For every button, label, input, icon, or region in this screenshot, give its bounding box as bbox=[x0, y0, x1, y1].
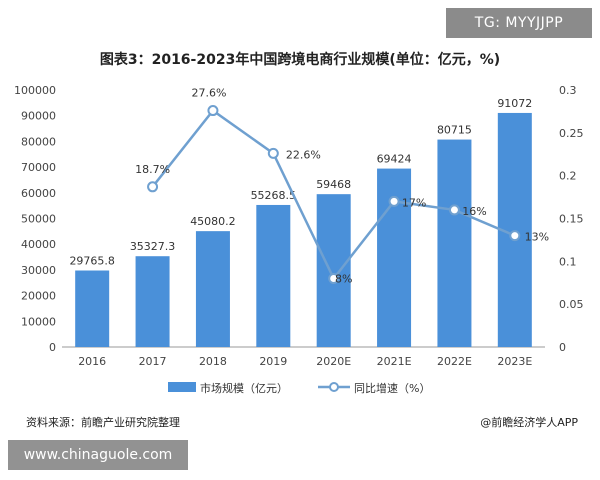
bar bbox=[75, 270, 110, 347]
line-data-label: 13% bbox=[525, 231, 549, 244]
line-point bbox=[388, 195, 400, 207]
left-tick-label: 70000 bbox=[21, 161, 56, 174]
x-tick-label: 2016 bbox=[78, 355, 106, 368]
right-tick-label: 0.15 bbox=[559, 213, 584, 226]
bar-data-label: 29765.8 bbox=[69, 255, 115, 268]
line-data-label: 8% bbox=[335, 272, 352, 285]
legend-bar-swatch bbox=[168, 382, 196, 392]
right-tick-label: 0 bbox=[559, 341, 566, 354]
bar-data-label: 91072 bbox=[497, 97, 532, 110]
x-tick-label: 2018 bbox=[199, 355, 227, 368]
left-tick-label: 60000 bbox=[21, 187, 56, 200]
right-tick-label: 0.05 bbox=[559, 298, 584, 311]
line-point bbox=[328, 272, 340, 284]
line-data-label: 16% bbox=[462, 205, 486, 218]
legend-line-label: 同比增速（%） bbox=[354, 381, 430, 395]
bar bbox=[377, 168, 412, 347]
right-tick-label: 0.2 bbox=[559, 170, 577, 183]
bar-data-label: 59468 bbox=[316, 178, 351, 191]
x-tick-label: 2017 bbox=[139, 355, 167, 368]
left-tick-label: 40000 bbox=[21, 238, 56, 251]
source-note: 资料来源：前瞻产业研究院整理 bbox=[26, 416, 180, 429]
bar-data-label: 45080.2 bbox=[190, 215, 236, 228]
line-data-label: 22.6% bbox=[286, 148, 321, 161]
x-tick-label: 2019 bbox=[259, 355, 287, 368]
bar-data-label: 69424 bbox=[377, 153, 412, 166]
bar bbox=[316, 194, 351, 347]
bar bbox=[256, 204, 291, 347]
line-point bbox=[448, 204, 460, 216]
legend-line-marker bbox=[329, 382, 339, 392]
left-tick-label: 80000 bbox=[21, 135, 56, 148]
telegram-badge: TG: MYYJJPP bbox=[446, 8, 592, 38]
bar bbox=[135, 256, 170, 347]
x-tick-label: 2021E bbox=[377, 355, 412, 368]
left-tick-label: 10000 bbox=[21, 315, 56, 328]
x-tick-label: 2022E bbox=[437, 355, 472, 368]
bar bbox=[437, 139, 472, 347]
line-point bbox=[207, 105, 219, 117]
line-point bbox=[509, 230, 521, 242]
left-tick-label: 0 bbox=[49, 341, 56, 354]
right-tick-label: 0.1 bbox=[559, 255, 577, 268]
left-tick-label: 20000 bbox=[21, 290, 56, 303]
right-tick-label: 0.25 bbox=[559, 127, 584, 140]
bar-data-label: 55268.5 bbox=[251, 189, 297, 202]
line-data-label: 18.7% bbox=[135, 163, 170, 176]
line-point bbox=[147, 181, 159, 193]
left-tick-label: 90000 bbox=[21, 110, 56, 123]
bar-data-label: 80715 bbox=[437, 124, 472, 137]
left-tick-label: 100000 bbox=[14, 84, 56, 97]
left-tick-label: 50000 bbox=[21, 213, 56, 226]
right-tick-label: 0.3 bbox=[559, 84, 577, 97]
x-tick-label: 2023E bbox=[497, 355, 532, 368]
left-tick-label: 30000 bbox=[21, 264, 56, 277]
chart-title: 图表3：2016-2023年中国跨境电商行业规模(单位：亿元，%) bbox=[99, 52, 501, 68]
brand-credit: @前瞻经济学人APP bbox=[480, 416, 578, 429]
bar bbox=[195, 231, 230, 347]
legend-bar-label: 市场规模（亿元） bbox=[200, 381, 288, 395]
line-point bbox=[267, 147, 279, 159]
bar-data-label: 35327.3 bbox=[130, 240, 176, 253]
url-banner: www.chinaguole.com bbox=[8, 440, 188, 470]
line-data-label: 17% bbox=[402, 196, 426, 209]
x-tick-label: 2020E bbox=[316, 355, 351, 368]
line-data-label: 27.6% bbox=[191, 87, 226, 100]
